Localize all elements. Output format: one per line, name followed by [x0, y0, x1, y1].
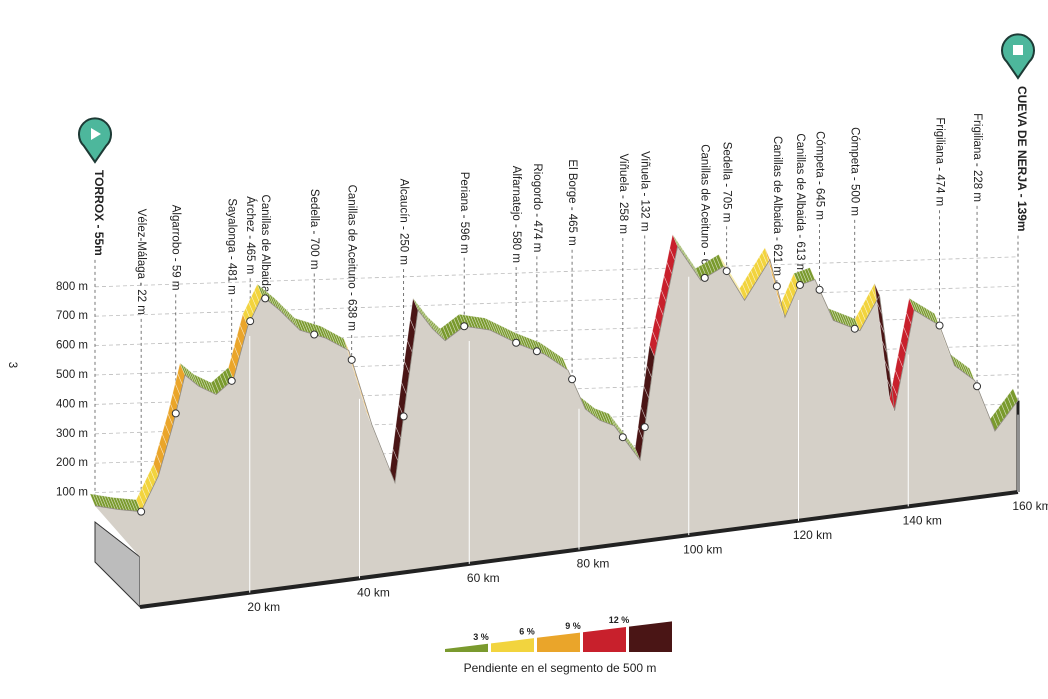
legend-swatch	[583, 626, 626, 652]
waypoint-marker	[640, 423, 649, 432]
legend-label: 3 %	[473, 632, 489, 642]
legend-title: Pendiente en el segmento de 500 m	[464, 661, 657, 675]
waypoint-marker	[137, 507, 146, 516]
waypoint-marker	[795, 280, 804, 289]
waypoint-label: Frigiliana - 228 m	[971, 113, 983, 202]
waypoint-marker	[512, 338, 521, 347]
finish-icon	[1013, 45, 1023, 55]
waypoint-marker	[532, 347, 541, 356]
y-tick-label: 400 m	[56, 398, 88, 410]
terrain-fill	[95, 246, 1018, 607]
waypoint-label: El Borge - 465 m	[566, 159, 578, 245]
waypoint-label: Canillas de Albaida - 613 m	[794, 133, 806, 273]
y-tick-label: 700 m	[56, 310, 88, 322]
waypoint-label: Sedella - 705 m	[721, 142, 733, 223]
waypoint-marker	[722, 267, 731, 276]
waypoint-label: Canillas de Aceituno - 626 m	[699, 144, 711, 290]
x-tick-label: 20 km	[247, 600, 280, 614]
x-tick-label: 120 km	[793, 528, 832, 542]
waypoint-label: Vélez-Málaga - 22 m	[135, 209, 147, 315]
y-tick-label: 600 m	[56, 340, 88, 352]
pin	[78, 117, 112, 164]
waypoint-marker	[399, 412, 408, 421]
waypoint-marker	[815, 285, 824, 294]
x-tick-label: 80 km	[577, 557, 610, 571]
x-tick-label: 140 km	[903, 514, 942, 528]
waypoint-label: Sayalonga - 481 m	[226, 198, 238, 295]
waypoint-label: Riogordo - 474 m	[531, 163, 543, 252]
waypoint-label: Cómpeta - 645 m	[814, 131, 826, 220]
waypoint-label: Algarrobo - 59 m	[170, 205, 182, 291]
waypoint-marker	[772, 282, 781, 291]
endpoint-label: TORROX - 55m	[92, 170, 106, 256]
waypoint-label: Cómpeta - 500 m	[849, 127, 861, 216]
page-number: 3	[6, 362, 18, 368]
waypoint-label: Viñuela - 258 m	[617, 154, 629, 234]
legend-swatch	[445, 643, 488, 652]
y-tick-label: 200 m	[56, 457, 88, 469]
waypoint-marker	[568, 375, 577, 384]
waypoint-label: Alcaucín - 250 m	[398, 179, 410, 265]
legend-swatch	[629, 621, 672, 652]
waypoint-marker	[171, 409, 180, 418]
x-tick-label: 60 km	[467, 571, 500, 585]
legend-label: 6 %	[519, 626, 535, 636]
x-tick-label: 40 km	[357, 585, 390, 599]
pin	[1001, 33, 1035, 80]
x-tick-label: 100 km	[683, 542, 722, 556]
legend-label: 12 %	[609, 615, 630, 625]
endpoint-label: CUEVA DE NERJA - 139m	[1015, 86, 1029, 232]
y-tick-label: 300 m	[56, 428, 88, 440]
waypoint-label: Frigiliana - 474 m	[934, 117, 946, 206]
waypoint-marker	[310, 330, 319, 339]
y-tick-label: 800 m	[56, 281, 88, 293]
waypoint-label: Alfarnatejo - 580 m	[510, 166, 522, 263]
waypoint-marker	[261, 294, 270, 303]
waypoint-marker	[973, 382, 982, 391]
waypoint-label: Árchez - 465 m	[244, 196, 257, 274]
waypoint-label: Periana - 596 m	[458, 172, 470, 254]
waypoint-marker	[347, 355, 356, 364]
waypoint-marker	[700, 273, 709, 282]
y-tick-label: 500 m	[56, 369, 88, 381]
waypoint-marker	[227, 376, 236, 385]
waypoint-marker	[935, 321, 944, 330]
legend-label: 9 %	[565, 621, 581, 631]
waypoint-marker	[618, 433, 627, 442]
y-tick-label: 100 m	[56, 487, 88, 499]
waypoint-label: Canillas de Albaida - 621 m	[771, 136, 783, 276]
waypoint-label: Sedella - 700 m	[308, 189, 320, 270]
waypoint-label: Canillas de Aceituno - 638 m	[346, 185, 358, 331]
start-icon	[91, 128, 101, 140]
x-tick-label: 160 km	[1012, 499, 1048, 513]
waypoint-marker	[460, 322, 469, 331]
waypoint-marker	[850, 324, 859, 333]
waypoint-label: Viñuela - 132 m	[639, 151, 651, 231]
waypoint-marker	[246, 317, 255, 326]
legend-swatch	[537, 632, 580, 652]
legend-swatch	[491, 638, 534, 652]
